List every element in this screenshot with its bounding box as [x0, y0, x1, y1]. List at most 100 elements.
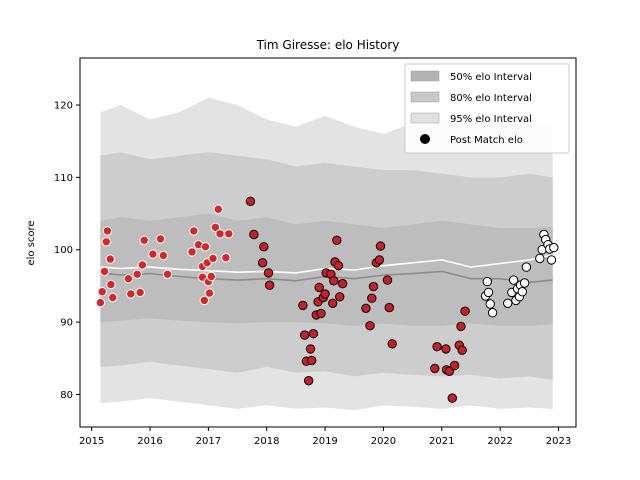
data-point [329, 276, 339, 286]
data-point [521, 262, 532, 272]
data-point [215, 229, 225, 239]
data-point [374, 255, 385, 265]
data-point [106, 279, 116, 290]
x-tick-label: 2021 [429, 436, 454, 447]
data-point [483, 287, 494, 298]
data-point [206, 271, 217, 282]
data-point [148, 249, 158, 259]
data-point [384, 302, 394, 313]
data-point [105, 254, 116, 264]
data-point [432, 342, 442, 352]
x-tick-label: 2022 [487, 436, 512, 447]
post-match-points [95, 196, 559, 403]
legend-box [404, 63, 570, 154]
data-point [365, 321, 375, 331]
data-point [449, 360, 460, 371]
data-point [213, 204, 224, 214]
data-point [316, 308, 326, 319]
data-point [367, 293, 377, 303]
legend-swatch [410, 91, 440, 103]
data-point [375, 241, 386, 251]
data-point [485, 299, 495, 309]
legend-label: 50% elo Interval [450, 72, 532, 83]
data-point [158, 250, 169, 261]
x-axis-ticks: 2015 2016 2017 2018 2019 2020 2021 2022 2023 [79, 427, 571, 447]
data-point [135, 287, 145, 298]
y-tick-label: 90 [60, 318, 73, 329]
data-point [519, 278, 530, 288]
data-point [155, 234, 166, 244]
data-point [305, 344, 316, 354]
legend-swatch [410, 112, 440, 124]
x-tick-label: 2016 [137, 436, 162, 447]
data-point [447, 393, 457, 403]
data-point [444, 366, 455, 376]
data-point [308, 329, 319, 339]
data-point [361, 303, 371, 313]
legend-label: 95% elo Interval [450, 114, 532, 125]
data-point [204, 288, 215, 298]
data-point [257, 258, 268, 268]
y-axis-title: elo score [26, 220, 37, 265]
legend-marker [420, 134, 430, 144]
data-point [332, 235, 342, 246]
data-point [187, 247, 197, 257]
data-point [337, 279, 348, 289]
data-point [300, 330, 310, 340]
x-tick-label: 2019 [312, 436, 337, 447]
x-tick-label: 2015 [79, 436, 104, 447]
data-point [535, 253, 545, 264]
data-point [441, 344, 451, 354]
data-point [208, 253, 218, 264]
data-point [199, 295, 210, 306]
data-point [102, 226, 113, 236]
data-point [456, 321, 466, 332]
data-point [517, 287, 527, 297]
data-point [132, 269, 142, 279]
data-point [368, 281, 379, 292]
data-point [97, 287, 107, 297]
interval-bands [100, 97, 553, 411]
data-point [263, 268, 274, 278]
data-point [320, 289, 330, 299]
data-point [335, 292, 345, 302]
x-tick-label: 2023 [546, 436, 571, 447]
data-point [245, 196, 256, 207]
data-point [189, 226, 199, 236]
legend-swatch [410, 70, 440, 82]
data-point [224, 229, 234, 239]
y-tick-label: 110 [54, 173, 73, 184]
data-point [328, 298, 338, 308]
y-axis-ticks: 80 90 100 110 120 [54, 101, 80, 401]
data-point [162, 269, 173, 279]
data-point [264, 280, 275, 290]
data-point [457, 345, 467, 355]
x-tick-label: 2018 [254, 436, 279, 447]
data-point [487, 308, 498, 318]
data-point [137, 260, 148, 270]
data-point [503, 298, 513, 308]
data-point [200, 242, 211, 252]
y-tick-label: 120 [54, 101, 73, 112]
x-tick-label: 2017 [196, 436, 221, 447]
data-point [139, 235, 149, 246]
legend-label: Post Match elo [450, 135, 523, 146]
data-point [210, 222, 221, 233]
data-point [101, 237, 112, 247]
data-point [126, 289, 136, 299]
data-point [482, 276, 492, 287]
data-point [549, 242, 559, 253]
data-point [430, 363, 440, 374]
data-point [382, 275, 393, 285]
data-point [546, 255, 557, 265]
data-point [387, 339, 397, 349]
plot-frame [79, 57, 577, 428]
data-point [333, 261, 344, 271]
data-point [123, 274, 134, 284]
data-point [298, 300, 308, 311]
data-point [508, 275, 519, 285]
legend-label: 80% elo Interval [450, 93, 532, 104]
data-point [259, 242, 269, 252]
data-point [249, 229, 259, 240]
data-point [221, 253, 231, 263]
